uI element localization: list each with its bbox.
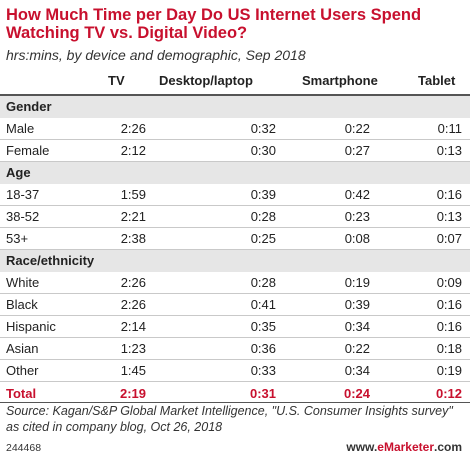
group-label: Age <box>6 165 31 180</box>
row-label: White <box>6 275 40 290</box>
table-row: Male 2:26 0:32 0:22 0:11 <box>0 118 470 140</box>
table-cell: 0:16 <box>436 297 462 312</box>
table-cell: 2:12 <box>120 143 146 158</box>
group-header: Age <box>0 162 470 184</box>
table-cell: 0:11 <box>437 121 462 136</box>
row-label: 18-37 <box>6 187 40 202</box>
table-cell: 0:18 <box>436 341 462 356</box>
table-cell: 0:42 <box>344 187 370 202</box>
chart-id: 244468 <box>6 442 42 454</box>
row-label: Hispanic <box>6 319 56 334</box>
bottom-rule <box>0 402 470 403</box>
table-cell: 0:32 <box>250 121 276 136</box>
table-cell: 0:33 <box>250 363 276 378</box>
table-cell: 0:13 <box>436 209 462 224</box>
table-cell: 0:09 <box>436 275 462 290</box>
total-label: Total <box>6 386 37 401</box>
table-cell: 0:34 <box>344 363 370 378</box>
total-cell: 0:24 <box>343 386 370 401</box>
column-header: Tablet <box>418 73 456 88</box>
table-row: Black 2:26 0:41 0:39 0:16 <box>0 294 470 316</box>
group-header: Gender <box>0 96 470 118</box>
total-cell: 2:19 <box>119 386 146 401</box>
table-row: Other 1:45 0:33 0:34 0:19 <box>0 360 470 382</box>
column-header: TV <box>108 73 125 88</box>
table-cell: 0:34 <box>344 319 370 334</box>
row-label: Female <box>6 143 50 158</box>
table-cell: 0:35 <box>250 319 276 334</box>
emarketer-logo: www.eMarketer.com <box>346 440 462 454</box>
table-cell: 0:22 <box>344 121 370 136</box>
table-cell: 0:08 <box>344 231 370 246</box>
table-cell: 0:30 <box>250 143 276 158</box>
table-cell: 0:27 <box>344 143 370 158</box>
table-cell: 0:28 <box>250 209 276 224</box>
table-row: Female 2:12 0:30 0:27 0:13 <box>0 140 470 162</box>
table-cell: 1:45 <box>120 363 146 378</box>
table-row: 18-37 1:59 0:39 0:42 0:16 <box>0 184 470 206</box>
total-cell: 0:31 <box>249 386 276 401</box>
chart-title: How Much Time per Day Do US Internet Use… <box>6 6 422 42</box>
chart-subtitle: hrs:mins, by device and demographic, Sep… <box>6 47 306 63</box>
column-header: Desktop/laptop <box>159 73 253 88</box>
table-row: 38-52 2:21 0:28 0:23 0:13 <box>0 206 470 228</box>
table-cell: 2:21 <box>120 209 146 224</box>
header-rule <box>0 94 470 96</box>
table-cell: 0:19 <box>344 275 370 290</box>
table-row: 53+ 2:38 0:25 0:08 0:07 <box>0 228 470 250</box>
table-cell: 0:16 <box>436 187 462 202</box>
row-label: Male <box>6 121 35 136</box>
table-cell: 0:23 <box>344 209 370 224</box>
table-cell: 2:26 <box>120 121 146 136</box>
table-cell: 2:14 <box>120 319 146 334</box>
column-header: Smartphone <box>302 73 378 88</box>
row-label: Asian <box>6 341 39 356</box>
total-row: Total 2:19 0:31 0:24 0:12 <box>0 383 470 405</box>
table-cell: 0:36 <box>250 341 276 356</box>
table-cell: 0:39 <box>250 187 276 202</box>
group-label: Gender <box>6 99 52 114</box>
table-cell: 0:16 <box>436 319 462 334</box>
row-label: Black <box>6 297 38 312</box>
table-cell: 2:26 <box>120 275 146 290</box>
table-cell: 0:25 <box>250 231 276 246</box>
group-label: Race/ethnicity <box>6 253 95 268</box>
table-cell: 1:59 <box>120 187 146 202</box>
row-label: Other <box>6 363 39 378</box>
total-cell: 0:12 <box>435 386 462 401</box>
table-row: Hispanic 2:14 0:35 0:34 0:16 <box>0 316 470 338</box>
group-header: Race/ethnicity <box>0 250 470 272</box>
table-cell: 0:13 <box>436 143 462 158</box>
table-cell: 0:07 <box>436 231 462 246</box>
table-cell: 0:22 <box>344 341 370 356</box>
table-cell: 0:19 <box>436 363 462 378</box>
table-cell: 2:26 <box>120 297 146 312</box>
table-cell: 0:28 <box>250 275 276 290</box>
source-note: Source: Kagan/S&P Global Market Intellig… <box>6 404 453 434</box>
table-row: Asian 1:23 0:36 0:22 0:18 <box>0 338 470 360</box>
table-row: White 2:26 0:28 0:19 0:09 <box>0 272 470 294</box>
table-cell: 1:23 <box>120 341 146 356</box>
table-cell: 0:41 <box>250 297 276 312</box>
table-cell: 2:38 <box>120 231 146 246</box>
row-label: 53+ <box>6 231 29 246</box>
row-label: 38-52 <box>6 209 40 224</box>
table-cell: 0:39 <box>344 297 370 312</box>
